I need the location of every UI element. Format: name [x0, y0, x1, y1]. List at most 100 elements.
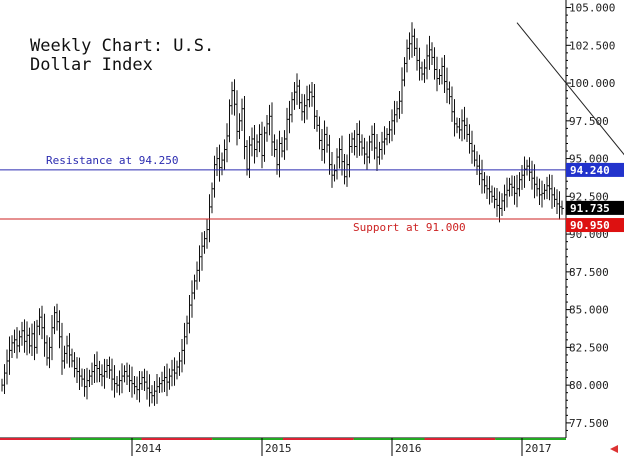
- price-bar: [229, 99, 232, 143]
- price-bar: [489, 176, 492, 205]
- price-bar: [561, 200, 564, 215]
- x-tick-label: 2017: [525, 442, 552, 455]
- price-bar: [26, 321, 29, 356]
- price-bar: [554, 187, 557, 207]
- price-bar: [129, 364, 132, 393]
- y-tick-label: 92.500: [569, 190, 609, 203]
- price-bar: [234, 79, 237, 116]
- price-bar: [44, 313, 47, 357]
- price-bar: [506, 177, 509, 208]
- price-bar: [19, 330, 22, 353]
- price-bar: [514, 175, 517, 205]
- price-bar: [336, 148, 339, 180]
- price-bar: [264, 126, 267, 162]
- price-bar: [244, 96, 247, 160]
- price-bar: [149, 374, 152, 407]
- price-bar: [76, 357, 79, 383]
- price-bar: [559, 191, 562, 220]
- price-bar: [441, 57, 444, 85]
- y-tick-label: 87.500: [569, 266, 609, 279]
- price-bar: [431, 42, 434, 66]
- y-tick-label: 105.000: [569, 2, 615, 15]
- price-bar: [521, 165, 524, 190]
- price-bar: [409, 32, 412, 60]
- price-bar: [56, 303, 59, 331]
- price-bar: [206, 219, 209, 249]
- price-bar: [504, 184, 507, 212]
- price-bar: [459, 117, 462, 139]
- price-bar: [59, 310, 62, 349]
- price-bar: [499, 191, 502, 223]
- downtrend-line: [516, 22, 624, 156]
- price-bar: [261, 121, 264, 169]
- price-bar: [446, 67, 449, 104]
- price-bar: [546, 176, 549, 200]
- price-bar: [171, 359, 174, 387]
- price-bar: [186, 315, 189, 345]
- price-bar: [86, 367, 89, 400]
- price-bar: [399, 91, 402, 119]
- price-bar: [301, 93, 304, 121]
- price-bar: [454, 99, 457, 137]
- x-axis-strip: [141, 438, 213, 440]
- price-bar: [231, 81, 234, 115]
- price-bar: [494, 187, 497, 209]
- price-bar: [346, 154, 349, 187]
- price-bar: [46, 335, 49, 366]
- price-bar: [119, 370, 122, 396]
- price-bar: [224, 139, 227, 171]
- price-bar: [4, 364, 7, 395]
- price-bar: [114, 365, 117, 398]
- price-bar: [41, 305, 44, 340]
- price-bar: [64, 345, 67, 369]
- price-bar: [179, 352, 182, 376]
- price-bar: [436, 56, 439, 92]
- price-bar: [326, 126, 329, 153]
- support-badge-bg: [566, 218, 624, 233]
- price-bar: [11, 335, 14, 359]
- price-bar: [496, 187, 499, 217]
- x-axis-strip: [495, 438, 566, 440]
- price-bar: [194, 274, 197, 300]
- price-bar: [526, 159, 529, 176]
- price-bar: [61, 322, 64, 375]
- price-bar: [214, 155, 217, 198]
- price-bar: [99, 360, 102, 383]
- price-bar: [39, 308, 42, 336]
- last-price-badge-text: 91.735: [570, 202, 610, 215]
- price-bar: [511, 175, 514, 197]
- back-arrow-icon[interactable]: [610, 445, 618, 453]
- price-bar: [309, 84, 312, 108]
- price-bar: [421, 61, 424, 81]
- price-bar: [481, 159, 484, 194]
- price-bar: [14, 329, 17, 353]
- price-bar: [124, 365, 127, 383]
- price-bar: [199, 245, 202, 282]
- price-bar: [534, 164, 537, 199]
- price-bar: [439, 69, 442, 85]
- price-bar: [536, 176, 539, 197]
- price-bar: [69, 333, 72, 368]
- price-bar: [394, 100, 397, 135]
- price-bar: [544, 183, 547, 200]
- price-bar: [376, 134, 379, 172]
- price-bar: [201, 232, 204, 271]
- price-bar: [79, 357, 82, 391]
- price-bar: [391, 109, 394, 142]
- price-bar: [176, 360, 179, 380]
- price-bar: [51, 315, 54, 361]
- price-bar: [291, 92, 294, 123]
- price-bar: [219, 144, 222, 182]
- x-tick-label: 2016: [395, 442, 422, 455]
- price-bar: [254, 124, 257, 164]
- price-bar: [271, 102, 274, 156]
- price-bar: [551, 174, 554, 209]
- price-bar: [104, 358, 107, 389]
- price-bar: [419, 47, 422, 81]
- x-axis-strip: [212, 438, 283, 440]
- price-bar: [166, 363, 169, 397]
- price-bar: [274, 134, 277, 158]
- price-bar: [1, 378, 4, 392]
- price-bar: [249, 136, 252, 179]
- price-bar: [404, 57, 407, 87]
